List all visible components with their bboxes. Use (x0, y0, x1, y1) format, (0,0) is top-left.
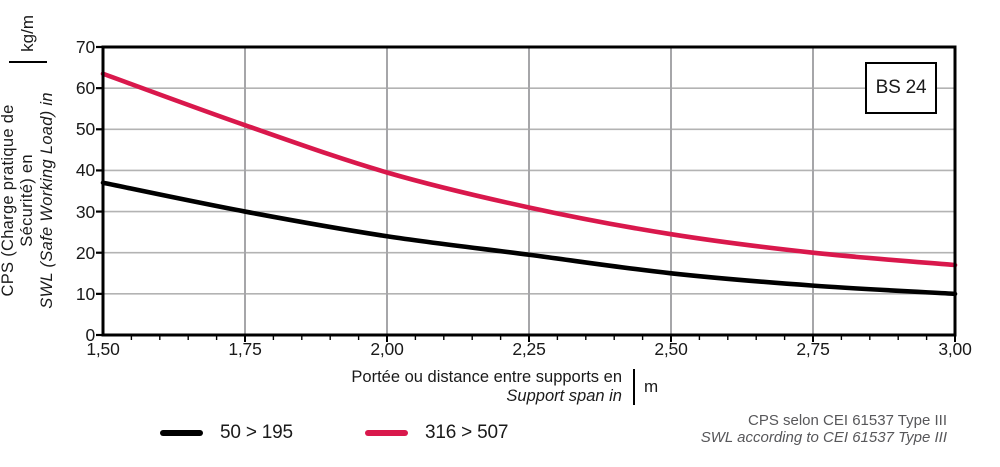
standard-footnote: CPS selon CEI 61537 Type III SWL accordi… (701, 412, 947, 447)
legend-item: 316 > 507 (365, 420, 508, 446)
y-tick-label: 10 (75, 284, 95, 304)
legend-label: 50 > 195 (220, 422, 293, 443)
x-axis-title: Portée ou distance entre supports en Sup… (330, 368, 658, 407)
x-tick-label: 3,00 (938, 339, 972, 359)
x-tick-label: 2,50 (654, 339, 688, 359)
x-axis-title-fr: Portée ou distance entre supports en (351, 368, 622, 386)
x-axis-unit: m (644, 377, 659, 397)
x-tick-label: 1,50 (86, 339, 120, 359)
legend-swatch-red-line (365, 430, 408, 436)
y-tick-label: 60 (75, 78, 95, 98)
legend-label: 316 > 507 (425, 422, 509, 443)
separator-bar (633, 369, 635, 406)
x-tick-label: 2,00 (370, 339, 404, 359)
y-axis-title: CPS (Charge pratique de Sécurité) en SWL… (0, 15, 56, 345)
y-axis-title-fr: CPS (Charge pratique de Sécurité) en (0, 104, 37, 297)
y-tick-label: 40 (75, 160, 95, 180)
y-tick-label: 70 (75, 37, 95, 57)
x-axis-title-en: Support span in (506, 387, 622, 406)
footnote-en: SWL according to CEI 61537 Type III (700, 429, 947, 447)
separator-bar (9, 60, 47, 63)
y-tick-label: 50 (75, 119, 95, 139)
footnote-fr: CPS selon CEI 61537 Type III (747, 412, 947, 429)
y-axis-title-en: SWL (Safe Working Load) in (37, 92, 56, 309)
x-tick-label: 2,75 (796, 339, 830, 359)
product-reference-badge: BS 24 (865, 62, 937, 114)
y-tick-label: 20 (75, 243, 95, 263)
x-tick-label: 2,25 (512, 339, 546, 359)
legend-item: 50 > 195 (160, 420, 293, 446)
x-tick-label: 1,75 (228, 339, 262, 359)
y-axis-unit: kg/m (18, 15, 37, 52)
legend-swatch-black-line (160, 430, 203, 436)
y-tick-label: 30 (75, 202, 95, 222)
y-tick-label: 0 (85, 325, 95, 345)
